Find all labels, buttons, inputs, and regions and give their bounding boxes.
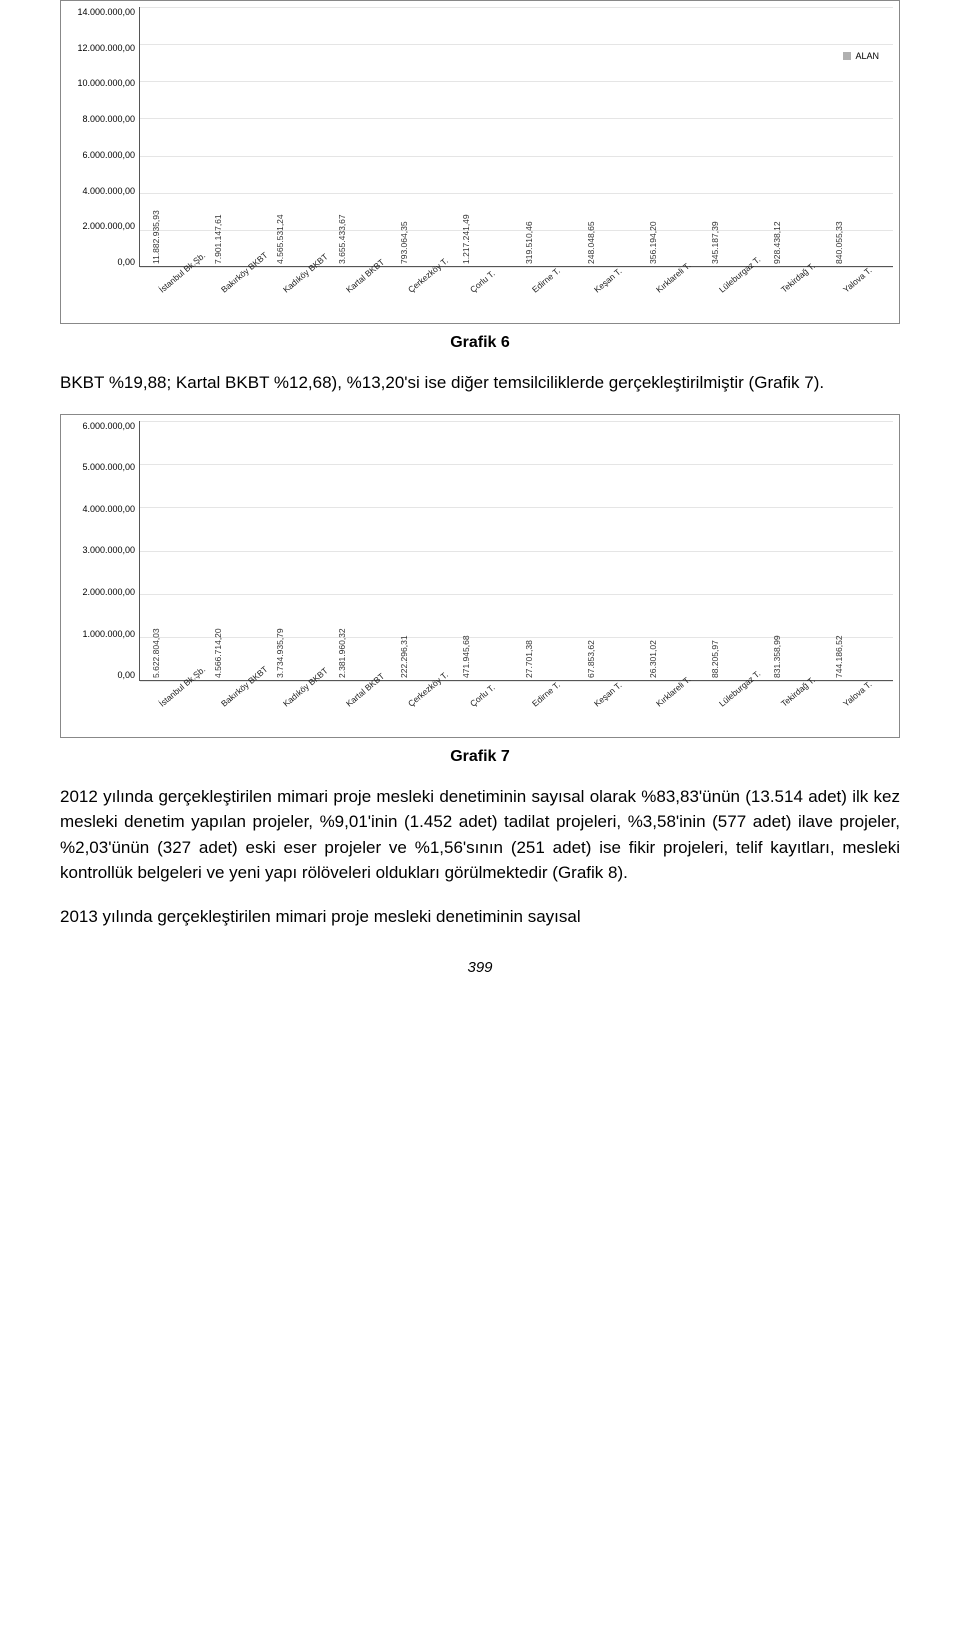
paragraph-2: 2012 yılında gerçekleştirilen mimari pro… [60,784,900,886]
bar-value-label: 345.187,39 [710,221,720,264]
y-tick-label: 3.000.000,00 [82,545,135,555]
y-tick-label: 4.000.000,00 [82,504,135,514]
y-tick-label: 0,00 [117,670,135,680]
bar-value-label: 319.510,46 [524,221,534,264]
bar-value-label: 67.853,62 [586,640,596,678]
chart-6-xaxis: İstanbul Bk.Şb.Bakırköy BKBTKadıköy BKBT… [67,267,893,321]
y-tick-label: 5.000.000,00 [82,462,135,472]
y-tick-label: 1.000.000,00 [82,629,135,639]
paragraph-3: 2013 yılında gerçekleştirilen mimari pro… [60,904,900,930]
bar-value-label: 7.901.147,61 [213,214,223,264]
bar-value-label: 27.701,38 [524,640,534,678]
bar-value-label: 356.194,20 [648,221,658,264]
bar-value-label: 471.945,68 [461,635,471,678]
y-tick-label: 6.000.000,00 [82,421,135,431]
y-tick-label: 2.000.000,00 [82,587,135,597]
bar-value-label: 5.622.804,03 [151,628,161,678]
chart-6-yaxis: 14.000.000,00 12.000.000,00 10.000.000,00 8… [67,7,139,267]
chart-6-caption: Grafik 6 [60,334,900,352]
bar-value-label: 3.655.433,67 [337,214,347,264]
y-tick-label: 6.000.000,00 [82,150,135,160]
y-tick-label: 10.000.000,00 [77,78,135,88]
bar-value-label: 88.205,97 [710,640,720,678]
chart-6: ALAN 14.000.000,0012.000.000,0010.000.00… [60,0,900,324]
y-tick-label: 2.000.000,00 [82,221,135,231]
paragraph-1: BKBT %19,88; Kartal BKBT %12,68), %13,20… [60,370,900,396]
bar-value-label: 2.381.960,32 [337,628,347,678]
y-tick-label: 14.000.000,00 [77,7,135,17]
y-tick-label: 0,00 [117,257,135,267]
bar-value-label: 1.217.241,49 [461,214,471,264]
bar-value-label: 26.301,02 [648,640,658,678]
bar-value-label: 840.055,33 [834,221,844,264]
y-tick-label: 12.000.000,00 [77,43,135,53]
bar-value-label: 3.734.935,79 [275,628,285,678]
page-number: 399 [60,959,900,976]
bar-value-label: 11.882.935,93 [151,210,161,264]
bar-value-label: 4.566.714,20 [213,628,223,678]
bar-value-label: 744.186,52 [834,635,844,678]
chart-7-xaxis: İstanbul Bk.Şb.Bakırköy BKBTKadıköy BKBT… [67,681,893,735]
y-tick-label: 8.000.000,00 [82,114,135,124]
y-tick-label: 4.000.000,00 [82,186,135,196]
chart-7-yaxis: 6.000.000,00 5.000.000,00 4.000.000,00 3.00… [67,421,139,681]
bar-value-label: 4.565.531,24 [275,214,285,264]
chart-6-plot: 11.882.935,93 7.901.147,61 4.565.531,24 3.6… [140,7,893,267]
chart-7-plot: 5.622.804,03 4.566.714,20 3.734.935,79 2.38… [140,421,893,681]
chart-7-caption: Grafik 7 [60,748,900,766]
bar-value-label: 222.296,31 [399,635,409,678]
chart-7: 6.000.000,00 5.000.000,00 4.000.000,00 3.00… [60,414,900,738]
bar-value-label: 793.064,35 [399,221,409,264]
bar-value-label: 831.358,99 [772,635,782,678]
bar-value-label: 928.438,12 [772,221,782,264]
bar-value-label: 248.048,65 [586,221,596,264]
